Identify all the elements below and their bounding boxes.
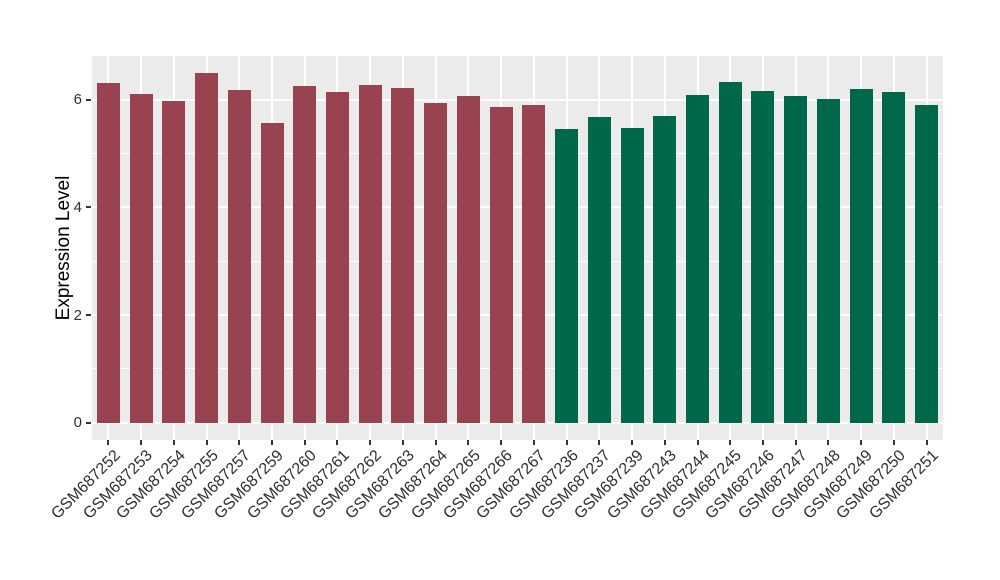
bar-GSM687257 xyxy=(227,90,251,423)
x-tick-mark xyxy=(369,440,372,445)
bar-GSM687247 xyxy=(784,95,808,423)
x-tick-mark xyxy=(172,440,175,445)
bar-GSM687237 xyxy=(587,116,611,423)
y-gridline-minor xyxy=(92,152,943,154)
x-tick-mark xyxy=(336,440,339,445)
x-tick-mark xyxy=(794,440,797,445)
bar-GSM687253 xyxy=(129,93,153,423)
bar-GSM687262 xyxy=(358,85,382,423)
y-gridline-major xyxy=(92,421,943,424)
y-gridline-major xyxy=(92,314,943,317)
y-tick-mark xyxy=(86,206,91,209)
bar-GSM687236 xyxy=(555,129,579,423)
bar-GSM687248 xyxy=(816,99,840,423)
plot-panel xyxy=(92,56,943,440)
bar-GSM687266 xyxy=(489,107,513,423)
bar-GSM687250 xyxy=(882,92,906,423)
y-tick-mark xyxy=(86,314,91,317)
x-tick-mark xyxy=(598,440,601,445)
bar-GSM687263 xyxy=(391,87,415,423)
x-tick-mark xyxy=(827,440,830,445)
y-tick-label: 0 xyxy=(73,414,82,432)
bar-GSM687249 xyxy=(849,89,873,423)
x-tick-mark xyxy=(107,440,110,445)
bar-GSM687264 xyxy=(424,103,448,423)
bar-GSM687245 xyxy=(718,81,742,423)
x-tick-mark xyxy=(860,440,863,445)
x-tick-mark xyxy=(434,440,437,445)
bar-GSM687254 xyxy=(162,100,186,423)
bar-GSM687259 xyxy=(260,122,284,423)
y-gridline-major xyxy=(92,206,943,209)
y-gridline-major xyxy=(92,98,943,101)
x-tick-mark xyxy=(401,440,404,445)
x-tick-mark xyxy=(729,440,732,445)
y-tick-label: 2 xyxy=(73,306,82,324)
bar-GSM687252 xyxy=(96,82,120,423)
y-gridline-minor xyxy=(92,368,943,370)
bar-GSM687255 xyxy=(195,72,219,423)
x-tick-mark xyxy=(271,440,274,445)
bar-GSM687246 xyxy=(751,91,775,423)
x-tick-mark xyxy=(303,440,306,445)
bar-GSM687267 xyxy=(522,105,546,423)
y-tick-label: 4 xyxy=(73,198,82,216)
x-tick-mark xyxy=(565,440,568,445)
x-tick-mark xyxy=(140,440,143,445)
x-tick-mark xyxy=(761,440,764,445)
y-tick-label: 6 xyxy=(73,91,82,109)
bar-GSM687260 xyxy=(293,85,317,423)
x-tick-mark xyxy=(238,440,241,445)
x-tick-mark xyxy=(205,440,208,445)
x-tick-mark xyxy=(631,440,634,445)
y-tick-mark xyxy=(86,98,91,101)
x-tick-mark xyxy=(500,440,503,445)
x-tick-mark xyxy=(925,440,928,445)
x-tick-mark xyxy=(467,440,470,445)
bar-GSM687239 xyxy=(620,127,644,423)
bar-GSM687244 xyxy=(686,94,710,423)
bar-GSM687243 xyxy=(653,115,677,423)
x-tick-mark xyxy=(892,440,895,445)
y-axis-title: Expression Level xyxy=(53,175,74,321)
x-tick-mark xyxy=(696,440,699,445)
x-tick-mark xyxy=(532,440,535,445)
bar-GSM687265 xyxy=(456,95,480,423)
bar-GSM687261 xyxy=(325,92,349,423)
x-tick-mark xyxy=(663,440,666,445)
bar-GSM687251 xyxy=(915,105,939,423)
y-tick-mark xyxy=(86,421,91,424)
y-gridline-minor xyxy=(92,260,943,262)
